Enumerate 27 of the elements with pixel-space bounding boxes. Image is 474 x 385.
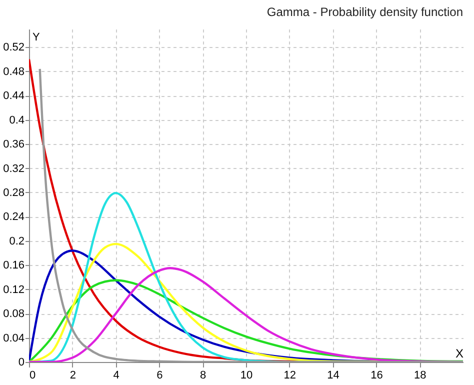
- y-tick-label: 0.12: [3, 284, 24, 296]
- y-tick-label: 0.24: [3, 211, 24, 224]
- x-axis-title: X: [455, 346, 464, 360]
- y-tick-label: 0.28: [3, 186, 24, 199]
- y-tick-label: 0.2: [9, 235, 24, 248]
- y-tick-label: 0: [18, 356, 24, 368]
- y-tick-label: 0.36: [3, 138, 24, 151]
- x-tick-label: 18: [414, 370, 426, 382]
- y-tick-label: 0.48: [3, 66, 24, 78]
- y-tick-label: 0.4: [9, 114, 24, 126]
- y-tick-label: 0.16: [3, 260, 24, 272]
- y-axis-title: Y: [32, 32, 40, 44]
- x-tick-label: 10: [240, 370, 253, 382]
- x-tick-label: 12: [284, 370, 296, 382]
- y-tick-label: 0.52: [3, 42, 24, 54]
- x-tick-label: 16: [370, 370, 383, 382]
- x-tick-label: 14: [327, 370, 340, 382]
- x-tick-label: 6: [156, 370, 163, 382]
- y-tick-label: 0.04: [3, 332, 24, 344]
- x-tick-label: 4: [113, 370, 120, 382]
- chart-title: Gamma - Probability density function: [266, 5, 463, 19]
- x-tick-label: 2: [70, 370, 76, 382]
- x-tick-label: 0: [30, 370, 36, 382]
- x-tick-label: 8: [200, 370, 206, 382]
- y-tick-label: 0.08: [3, 308, 24, 320]
- y-tick-label: 0.44: [3, 90, 24, 102]
- y-tick-label: 0.32: [3, 162, 24, 175]
